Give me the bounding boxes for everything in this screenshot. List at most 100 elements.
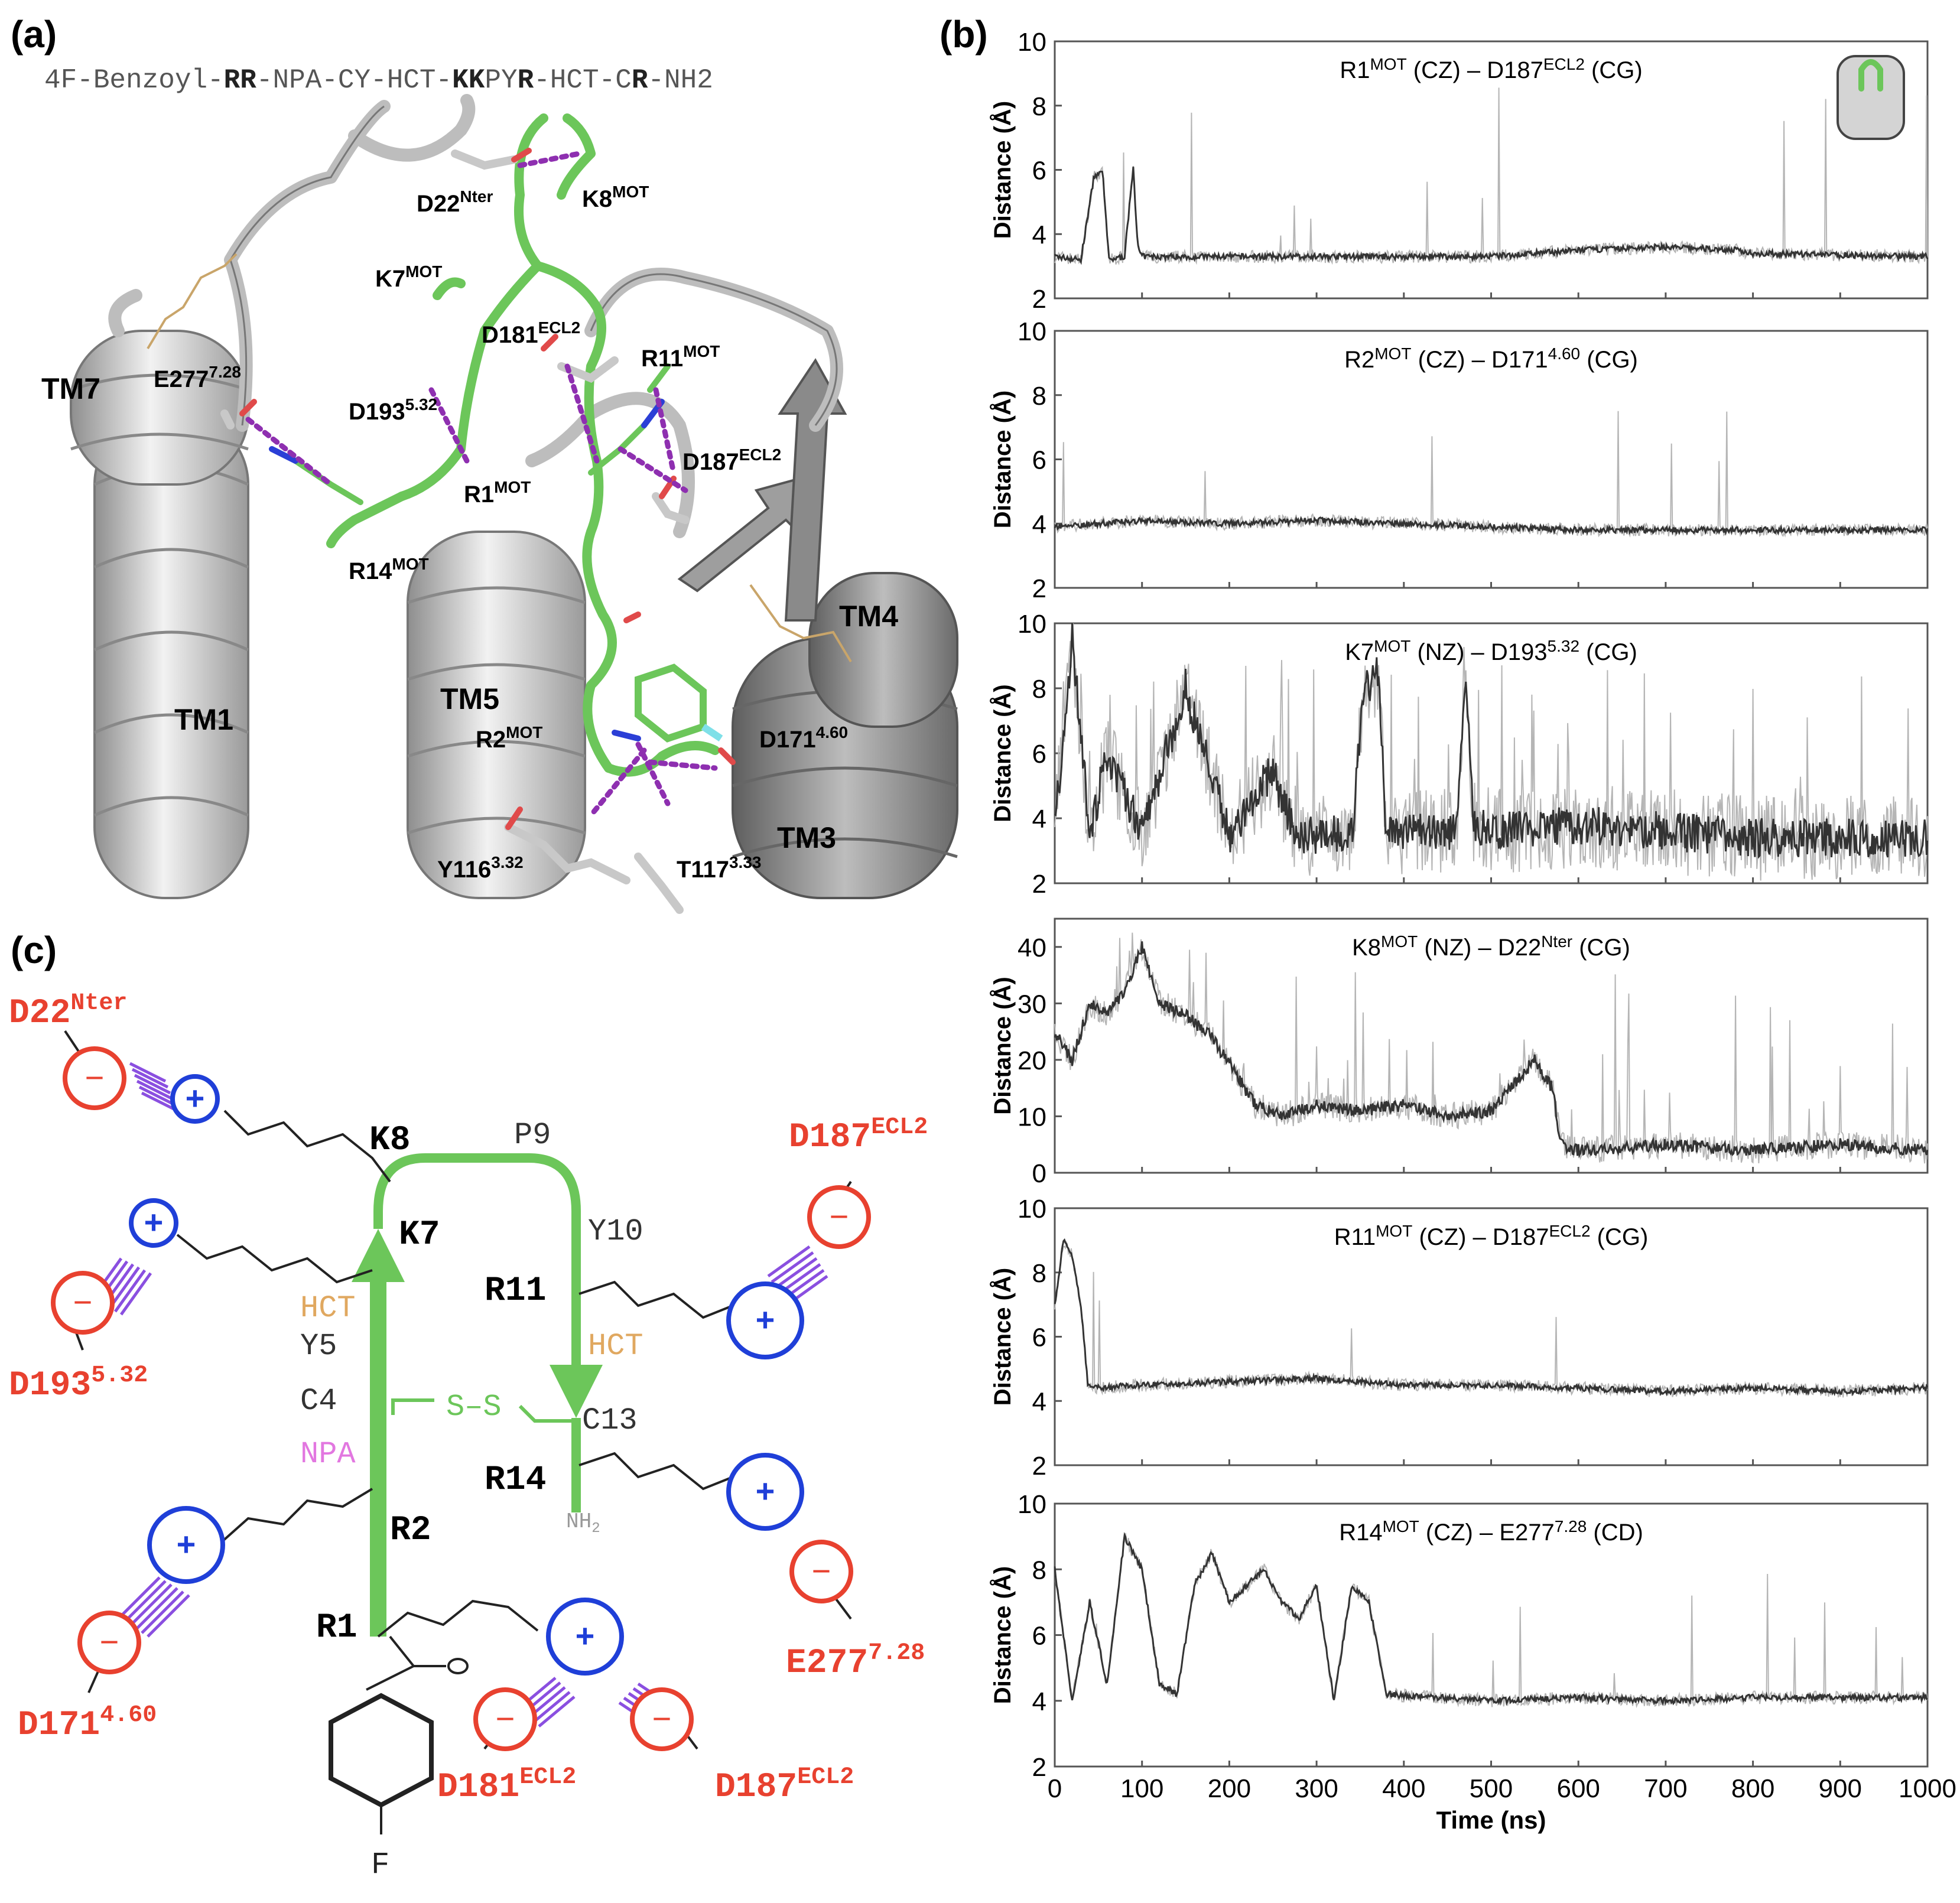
negative-charge: − — [51, 1271, 115, 1335]
y-tick-label: 6 — [1032, 446, 1046, 475]
x-axis-label: Time (ns) — [1436, 1806, 1546, 1834]
peptide-backbone — [326, 113, 720, 777]
seq-part: -HCT-C — [534, 65, 632, 96]
y-tick-label: 10 — [1018, 1102, 1046, 1131]
panel-c-label: (c) — [11, 929, 57, 971]
residue-minor-labels: P9 Y10 HCT Y5 C4 NPA S–S C13 HCT NH2 — [300, 1118, 643, 1537]
positive-charge: + — [546, 1598, 624, 1676]
title-part: K8 — [1352, 935, 1381, 961]
svg-text:+: + — [756, 1472, 775, 1510]
seq-part-bold: RR — [224, 65, 257, 96]
y-tick-label: 2 — [1032, 1452, 1046, 1481]
chart-title: R2MOT (CZ) – D1714.60 (CG) — [1344, 344, 1638, 373]
disulfide-bond — [749, 584, 852, 663]
svg-text:+: + — [186, 1079, 205, 1117]
panel-a-label: (a) — [11, 13, 57, 56]
svg-text:−: − — [100, 1623, 119, 1660]
res-hct2: HCT — [588, 1329, 643, 1364]
y-axis-label: Distance (Å) — [989, 101, 1016, 239]
salt-bridges — [245, 151, 718, 818]
benzoyl-group: F — [329, 1658, 469, 1882]
title-superscript: MOT — [1383, 1517, 1419, 1536]
label-r11: R11MOT — [641, 342, 720, 372]
acid-d187-bottom: D187ECL2 — [715, 1764, 854, 1807]
protein-structure — [70, 94, 958, 914]
y-tick-label: 2 — [1032, 574, 1046, 603]
y-tick-label: 6 — [1032, 157, 1046, 186]
label-y116: Y1163.32 — [437, 853, 524, 883]
plot-frame — [1054, 1502, 1929, 1768]
svg-text:−: − — [812, 1552, 831, 1589]
fluorine-atom — [701, 724, 723, 741]
svg-text:−: − — [496, 1700, 515, 1737]
hairpin-icon — [1837, 55, 1905, 140]
title-part: (CG) — [1591, 1224, 1649, 1250]
positive-charge: + — [129, 1198, 178, 1248]
label-d181: D181ECL2 — [482, 318, 580, 348]
label-tm1: TM1 — [174, 703, 233, 736]
y-tick-label: 4 — [1032, 805, 1046, 834]
y-tick-label: 0 — [1032, 1159, 1046, 1188]
x-tick-label: 300 — [1295, 1774, 1338, 1803]
title-part: (CZ) – D171 — [1411, 347, 1548, 373]
seq-part-bold: KK — [452, 65, 485, 96]
time-series-chart: 2 4 6 8 10 Distance (Å) R2MOT (CZ) – D1714.60 … — [989, 317, 1929, 603]
charge-circles: − + + − − + + − + − + − − — [51, 1046, 871, 1751]
time-series-chart: 2 4 6 8 10 Distance (Å) R1MOT (CZ) – D187ECL2 … — [989, 28, 1929, 314]
chart-title: R11MOT (CZ) – D187ECL2 (CG) — [1334, 1222, 1649, 1250]
label-r1: R1MOT — [464, 478, 531, 508]
y-axis-label: Distance (Å) — [989, 1566, 1016, 1704]
res-k7: K7 — [399, 1216, 440, 1254]
x-tick-label: 0 — [1048, 1774, 1062, 1803]
acid-d181: D181ECL2 — [437, 1764, 576, 1807]
chart-title: R14MOT (CZ) – E2777.28 (CD) — [1339, 1517, 1643, 1546]
title-part: (CG) — [1580, 347, 1638, 373]
series-smoothed-trace — [1054, 516, 1929, 536]
y-tick-label: 10 — [1018, 1490, 1046, 1519]
panel-c: (c) F — [9, 929, 928, 1882]
label-e277: E2777.28 — [154, 363, 241, 392]
svg-text:−: − — [652, 1700, 672, 1737]
loop-outline — [229, 105, 838, 426]
panel-b-label: (b) — [940, 13, 988, 56]
svg-text:−: − — [830, 1198, 849, 1235]
receptor-residues — [220, 149, 690, 914]
negative-charge: − — [807, 1185, 871, 1249]
fluorine-label: F — [371, 1847, 389, 1882]
x-tick-label: 200 — [1208, 1774, 1251, 1803]
label-d171: D1714.60 — [759, 723, 848, 753]
panel-a-labels: D22Nter K8MOT K7MOT D181ECL2 R11MOT E277… — [41, 183, 898, 883]
acid-d193: D1935.32 — [9, 1362, 148, 1405]
x-tick-label: 100 — [1120, 1774, 1163, 1803]
svg-text:+: + — [177, 1525, 196, 1563]
label-d193: D1935.32 — [349, 395, 437, 425]
label-t117: T1173.33 — [677, 853, 761, 883]
y-axis-label: Distance (Å) — [989, 977, 1016, 1114]
svg-text:+: + — [576, 1617, 595, 1654]
y-tick-label: 2 — [1032, 285, 1046, 314]
title-part: R1 — [1340, 57, 1370, 83]
title-superscript: 5.32 — [1548, 637, 1580, 655]
positive-charge: + — [147, 1506, 225, 1584]
time-series-chart: 2 4 6 8 10 Distance (Å) K7MOT (NZ) – D1935.32 … — [989, 610, 1929, 899]
x-tick-label: 500 — [1470, 1774, 1513, 1803]
y-tick-label: 10 — [1018, 28, 1046, 57]
title-superscript: MOT — [1381, 932, 1418, 951]
y-tick-label: 2 — [1032, 870, 1046, 899]
res-r11: R11 — [485, 1272, 546, 1310]
y-axis-label: Distance (Å) — [989, 684, 1016, 822]
negative-charge: − — [630, 1687, 694, 1751]
title-part: (NZ) – D22 — [1418, 935, 1541, 961]
res-r14: R14 — [485, 1461, 546, 1499]
acid-d171: D1714.60 — [18, 1702, 157, 1745]
label-r14: R14MOT — [349, 555, 429, 584]
positive-charge: + — [726, 1453, 804, 1531]
series-smoothed-trace — [1054, 941, 1929, 1159]
y-tick-label: 4 — [1032, 510, 1046, 539]
x-tick-label: 400 — [1382, 1774, 1425, 1803]
side-chain-zigzags — [176, 1110, 733, 1691]
oxygen-atoms — [239, 148, 736, 830]
series-raw-trace — [1054, 1533, 1928, 1709]
res-c13: C13 — [582, 1403, 638, 1438]
